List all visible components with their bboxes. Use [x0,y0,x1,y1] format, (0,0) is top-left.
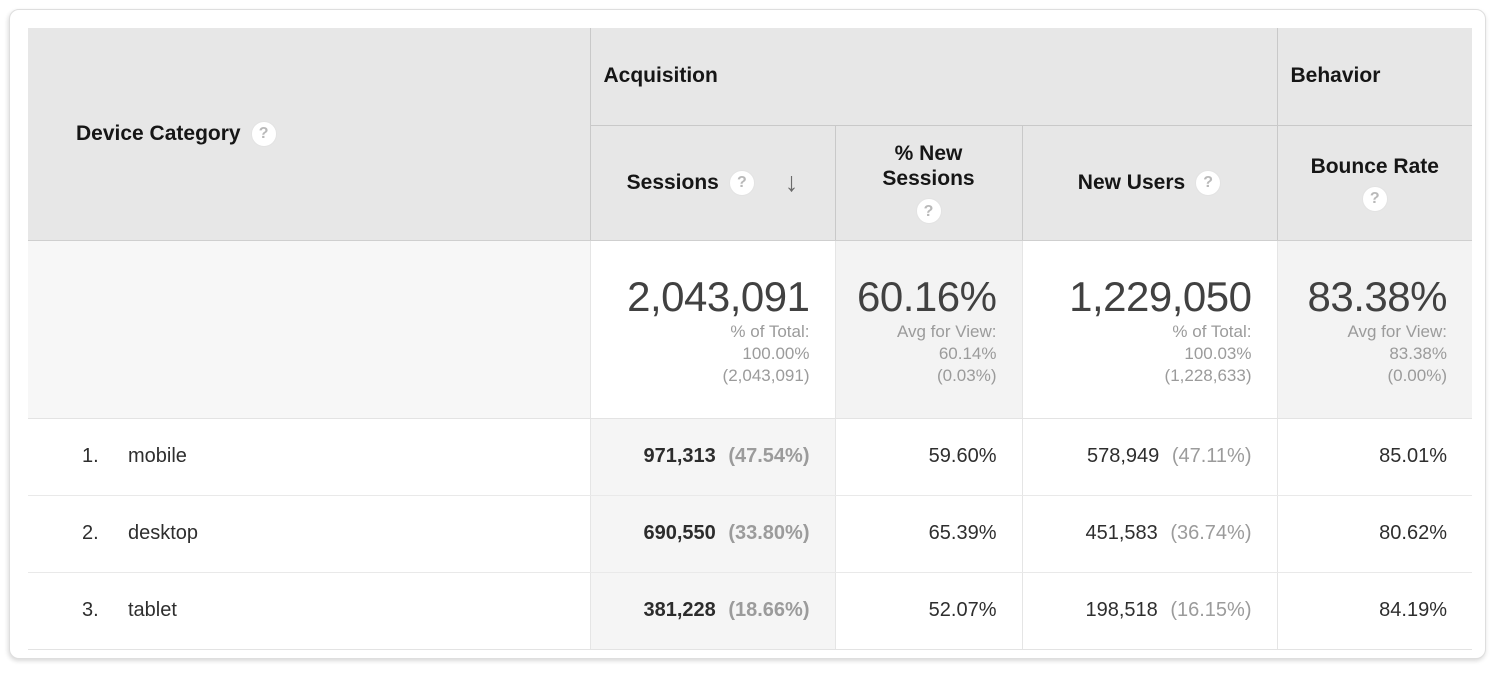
summary-dimension-cell [28,240,590,419]
acquisition-group-label: Acquisition [603,64,718,88]
behavior-group-label: Behavior [1290,64,1381,88]
sessions-header-label: Sessions [626,170,719,194]
column-header-new-users[interactable]: New Users ? [1021,125,1277,241]
new-users-cell: 451,583 (36.74%) [1021,495,1277,573]
sessions-value: 971,313 [643,445,716,467]
bounce-rate-avg-sub2: 83.38% [1389,344,1447,363]
sessions-cell: 971,313 (47.54%) [589,418,835,496]
analytics-table-card: Device Category ? Acquisition Behavior [9,9,1486,659]
bounce-rate-value: 85.01% [1379,445,1447,467]
group-header-acquisition: Acquisition [590,28,1277,126]
help-icon[interactable]: ? [1361,185,1388,212]
sessions-value: 690,550 [643,522,716,544]
bounce-rate-value: 80.62% [1379,522,1447,544]
table-row: 2. desktop 690,550 (33.80%) 65.39% 451,5… [28,495,1472,573]
device-name-link[interactable]: desktop [128,522,199,544]
column-header-device-category[interactable]: Device Category ? [28,28,591,241]
device-name-link[interactable]: mobile [128,445,187,467]
summary-sessions-cell: 2,043,091 % of Total: 100.00% (2,043,091… [589,240,835,419]
group-header-row: Device Category ? Acquisition Behavior [28,28,1472,241]
bounce-rate-cell: 84.19% [1276,572,1472,650]
sessions-share: (47.54%) [728,445,810,467]
device-category-report-table: Device Category ? Acquisition Behavior [28,28,1472,650]
new-users-cell: 578,949 (47.11%) [1021,418,1277,496]
card-drop-shadow [26,657,1474,683]
totals-summary-row: 2,043,091 % of Total: 100.00% (2,043,091… [28,240,1472,419]
pct-new-sessions-avg-sub2: 60.14% [938,344,997,363]
new-users-share: (16.15%) [1170,599,1252,621]
summary-pct-new-sessions-cell: 60.16% Avg for View: 60.14% (0.03%) [834,240,1022,419]
sessions-cell: 690,550 (33.80%) [589,495,835,573]
new-users-total-sub2: 100.03% [1184,344,1252,363]
new-users-share: (47.11%) [1171,445,1252,467]
summary-new-users-cell: 1,229,050 % of Total: 100.03% (1,228,633… [1021,240,1277,419]
help-icon[interactable]: ? [728,169,755,196]
pct-new-sessions-cell: 65.39% [834,495,1022,573]
device-name-link[interactable]: tablet [128,599,177,621]
sessions-total-sub3: (2,043,091) [722,366,810,385]
new-users-total-sub1: % of Total: [1172,322,1252,341]
pct-new-sessions-value: 52.07% [928,599,997,621]
new-users-value: 451,583 [1085,522,1158,544]
column-header-pct-new-sessions[interactable]: % New Sessions ? [834,125,1022,241]
group-header-behavior: Behavior [1276,28,1472,126]
bounce-rate-avg-sub1: Avg for View: [1347,322,1447,341]
pct-new-sessions-header-line2: Sessions [882,167,975,190]
sessions-value: 381,228 [643,599,716,621]
summary-bounce-rate-cell: 83.38% Avg for View: 83.38% (0.00%) [1276,240,1472,419]
new-users-header-label: New Users [1077,170,1186,194]
sessions-cell: 381,228 (18.66%) [589,572,835,650]
new-users-share: (36.74%) [1170,522,1252,544]
table-row: 1. mobile 971,313 (47.54%) 59.60% 578,94… [28,418,1472,496]
device-cell: 3. tablet [28,572,590,650]
bounce-rate-avg-sub3: (0.00%) [1387,366,1447,385]
pct-new-sessions-avg-sub1: Avg for View: [896,322,997,341]
new-users-cell: 198,518 (16.15%) [1021,572,1277,650]
sessions-total-sub2: 100.00% [742,344,810,363]
device-category-header-label: Device Category [76,121,241,145]
column-header-bounce-rate[interactable]: Bounce Rate ? [1276,125,1472,241]
pct-new-sessions-cell: 52.07% [834,572,1022,650]
column-header-sessions[interactable]: Sessions ? ↓ [589,125,835,241]
row-index: 3. [82,599,99,621]
pct-new-sessions-avg-value: 60.16% [857,273,997,320]
bounce-rate-cell: 80.62% [1276,495,1472,573]
help-icon[interactable]: ? [250,120,277,147]
metric-header-row: Sessions ? ↓ % New Sessions ? [28,125,1472,241]
sessions-share: (18.66%) [728,599,810,621]
bounce-rate-value: 84.19% [1379,599,1447,621]
sessions-total-sub1: % of Total: [730,322,810,341]
sort-descending-icon: ↓ [784,167,799,197]
device-cell: 1. mobile [28,418,590,496]
row-index: 2. [82,522,99,544]
row-index: 1. [82,445,99,467]
pct-new-sessions-value: 65.39% [928,522,997,544]
bounce-rate-avg-value: 83.38% [1307,273,1448,320]
table-row: 3. tablet 381,228 (18.66%) 52.07% 198,51… [28,572,1472,650]
new-users-value: 578,949 [1086,445,1160,467]
new-users-total-value: 1,229,050 [1069,273,1252,320]
sessions-total-value: 2,043,091 [627,273,810,320]
new-users-value: 198,518 [1085,599,1158,621]
new-users-total-sub3: (1,228,633) [1164,366,1252,385]
bounce-rate-cell: 85.01% [1276,418,1472,496]
pct-new-sessions-avg-sub3: (0.03%) [936,366,997,385]
sessions-share: (33.80%) [728,522,810,544]
pct-new-sessions-cell: 59.60% [834,418,1022,496]
bounce-rate-header-label: Bounce Rate [1310,154,1439,178]
device-cell: 2. desktop [28,495,590,573]
help-icon[interactable]: ? [1195,169,1222,196]
pct-new-sessions-value: 59.60% [928,445,997,467]
help-icon[interactable]: ? [915,198,942,224]
pct-new-sessions-header-line1: % New [894,142,963,165]
